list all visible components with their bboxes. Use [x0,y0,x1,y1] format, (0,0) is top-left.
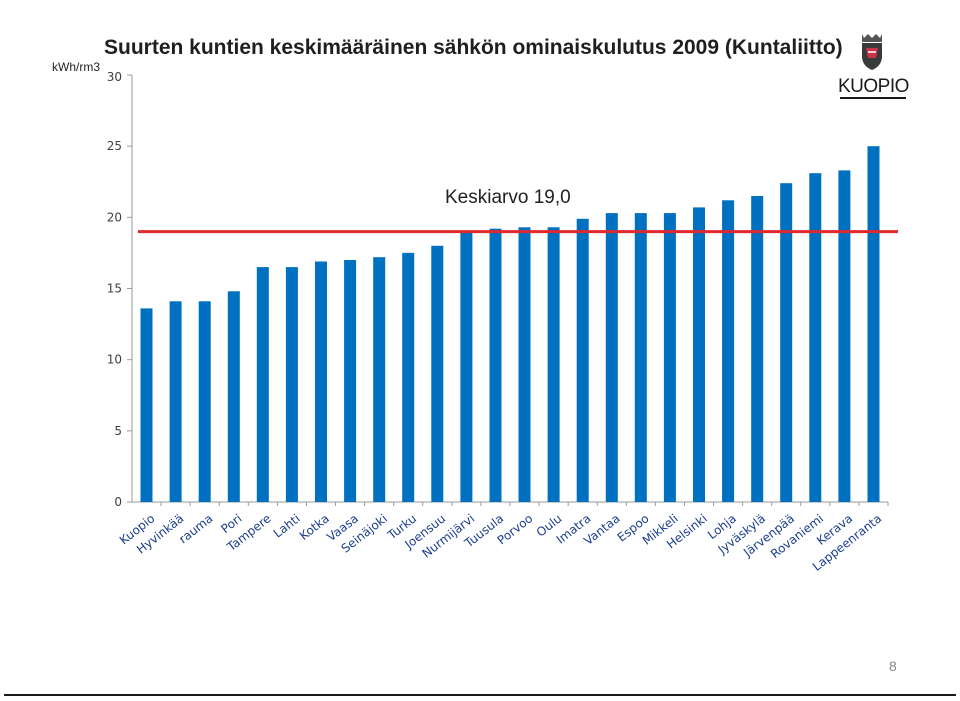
bar-rauma [198,301,211,502]
bar-nurmijärvi [460,233,473,502]
bar-hyvinkää [169,301,182,502]
y-tick-label: 0 [114,495,122,509]
y-tick-label: 10 [107,353,122,367]
bar-imatra [576,218,589,503]
bars [140,146,880,503]
average-line-group: Keskiarvo 19,0 [138,187,898,234]
y-tick-label: 30 [107,70,122,84]
y-tick-label: 25 [107,139,122,153]
x-category-label: rauma [176,511,215,546]
bar-kuopio [140,308,153,502]
bar-vaasa [344,260,357,502]
bar-turku [402,252,415,502]
logo-text: KUOPIO [838,76,909,97]
bottom-rule [4,694,956,696]
bar-tampere [256,267,269,502]
bar-lahti [285,267,298,502]
bar-kotka [315,261,327,502]
bar-kerava [838,170,851,502]
page-number: 8 [889,658,897,674]
x-category-label: Lahti [271,511,303,540]
y-axis-unit-label: kWh/rm3 [52,60,100,74]
y-tick-label: 15 [107,282,122,296]
bar-tuusula [489,228,502,502]
bar-lappeenranta [867,146,880,502]
bar-seinäjoki [373,257,386,502]
bar-lohja [722,200,735,503]
bar-vantaa [605,213,618,502]
bar-jyväskylä [751,196,764,502]
bar-joensuu [431,245,444,503]
bar-helsinki [693,207,705,502]
bar-mikkeli [663,213,676,502]
bar-järvenpää [780,183,793,502]
bar-rovaniemi [809,173,822,502]
bar-porvoo [518,227,531,503]
kuopio-coat-of-arms-icon [862,34,882,70]
slide-title: Suurten kuntien keskimääräinen sähkön om… [104,36,843,59]
logo-underline [840,97,906,99]
y-tick-label: 5 [114,424,122,438]
y-tick-label: 20 [107,210,122,224]
average-label: Keskiarvo 19,0 [445,187,571,208]
x-category-label: Kotka [297,511,332,543]
bar-espoo [634,213,647,502]
bar-pori [227,291,240,502]
bar-oulu [547,227,560,503]
